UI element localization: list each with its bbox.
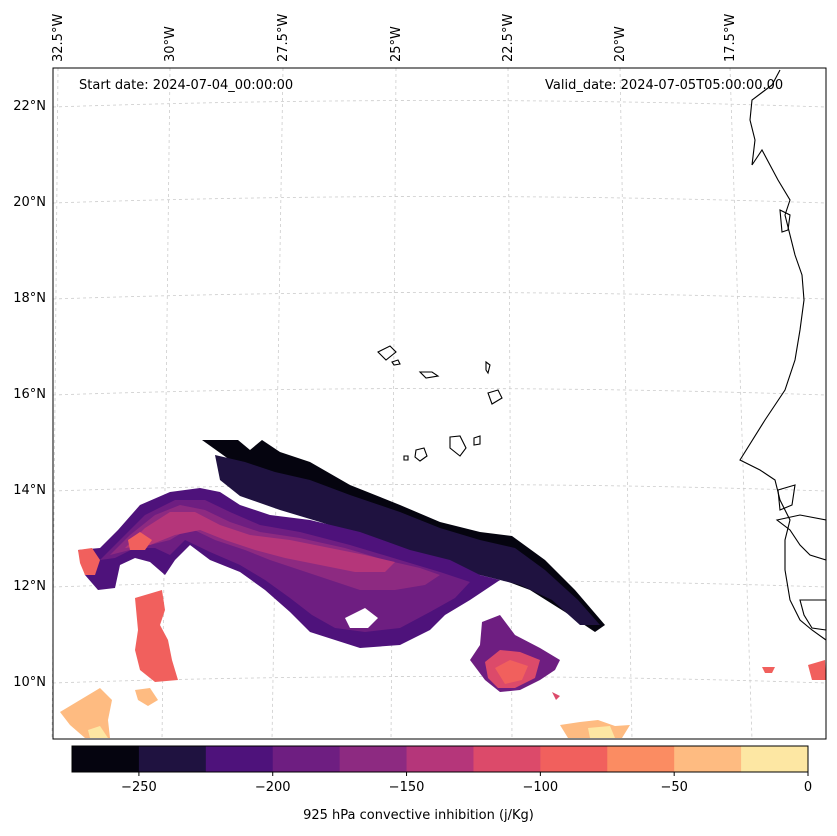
colorbar-swatch: [205, 746, 274, 772]
colorbar-tick-label: −250: [121, 780, 157, 795]
contour-patch-east-2: [762, 667, 775, 673]
lon-label: 22.5°W: [501, 13, 516, 62]
colorbar-tick-label: −200: [254, 780, 291, 795]
contour-patch-west-3: [135, 688, 158, 706]
colorbar-frame: [71, 745, 809, 773]
colorbar-swatch: [406, 746, 474, 772]
island-santiago: [449, 435, 467, 457]
parallel-22n: [52, 100, 827, 108]
contour-patch-southwest: [60, 688, 112, 738]
lat-label: 16°N: [13, 387, 46, 402]
island-sal: [485, 360, 491, 375]
colorbar: [71, 745, 809, 776]
contour-patch-southeast-core: [588, 726, 615, 738]
coast-detail-3: [775, 514, 827, 561]
lat-label: 22°N: [13, 99, 46, 114]
island-brava: [403, 455, 409, 461]
colorbar-swatch: [138, 746, 207, 772]
colorbar-title: 925 hPa convective inhibition (j/Kg): [303, 808, 534, 823]
contour-patch-southwest-core: [88, 726, 108, 738]
island-fogo: [414, 447, 428, 462]
meridian-17-5w: [729, 67, 753, 741]
contour-patch-small: [552, 692, 560, 700]
parallel-14n: [52, 484, 827, 492]
lon-label: 20°W: [613, 26, 628, 62]
parallel-20n: [52, 196, 827, 204]
colorbar-swatch: [674, 746, 742, 772]
graticule: [51, 67, 827, 741]
contour-band-minus-250: [215, 455, 600, 625]
lat-label: 20°N: [13, 195, 46, 210]
meridian-30w: [161, 67, 171, 741]
lon-label: 25°W: [389, 26, 404, 62]
contour-patch-east-1: [808, 660, 826, 680]
colorbar-swatch: [741, 746, 809, 772]
contour-south-lobe-core: [495, 660, 528, 684]
parallel-16n: [52, 388, 827, 396]
lat-label: 12°N: [13, 579, 46, 594]
colorbar-tick-label: 0: [803, 780, 813, 795]
colorbar-swatch: [272, 746, 341, 772]
colorbar-swatch: [607, 746, 675, 772]
colorbar-tick-label: −100: [522, 780, 559, 795]
lat-label: 18°N: [13, 291, 46, 306]
coastlines: [377, 69, 827, 641]
lat-label: 14°N: [13, 483, 46, 498]
island-santo-antao: [377, 345, 397, 361]
meridian-27-5w: [271, 67, 284, 741]
island-sao-vicente: [391, 359, 401, 366]
contour-band-minus-200: [100, 500, 470, 632]
contour-patch-west-1: [78, 548, 100, 575]
lon-label: 17.5°W: [723, 13, 738, 62]
island-maio: [473, 435, 481, 446]
africa-coastline: [739, 69, 827, 641]
contour-band-minus-150: [125, 512, 395, 572]
parallel-18n: [52, 292, 827, 300]
coast-detail-2: [777, 484, 796, 511]
colorbar-tick-label: −150: [388, 780, 425, 795]
contour-spot-west: [128, 532, 152, 550]
colorbar-tick-label: −50: [660, 780, 688, 795]
contour-patch-west-2: [135, 590, 178, 682]
lat-label: 10°N: [13, 675, 46, 690]
colorbar-swatch: [72, 746, 140, 772]
island-sao-nicolau: [418, 371, 440, 379]
coast-detail-4: [799, 599, 827, 631]
colorbar-swatch: [473, 746, 541, 772]
coast-detail-1: [779, 209, 791, 233]
valid-date-label: Valid_date: 2024-07-05T05:00:00.00: [545, 78, 784, 93]
contour-hole: [345, 608, 378, 628]
cin-contours: [60, 440, 826, 738]
lon-label: 32.5°W: [51, 13, 66, 62]
colorbar-swatch: [339, 746, 408, 772]
start-date-label: Start date: 2024-07-04_00:00:00: [79, 78, 294, 93]
lon-label: 30°W: [163, 26, 178, 62]
lon-label: 27.5°W: [276, 13, 291, 62]
colorbar-swatch: [540, 746, 608, 772]
island-boa-vista: [487, 389, 503, 405]
map-frame: [52, 67, 827, 740]
meridian-20w: [619, 67, 633, 741]
meridian-22-5w: [507, 67, 513, 741]
